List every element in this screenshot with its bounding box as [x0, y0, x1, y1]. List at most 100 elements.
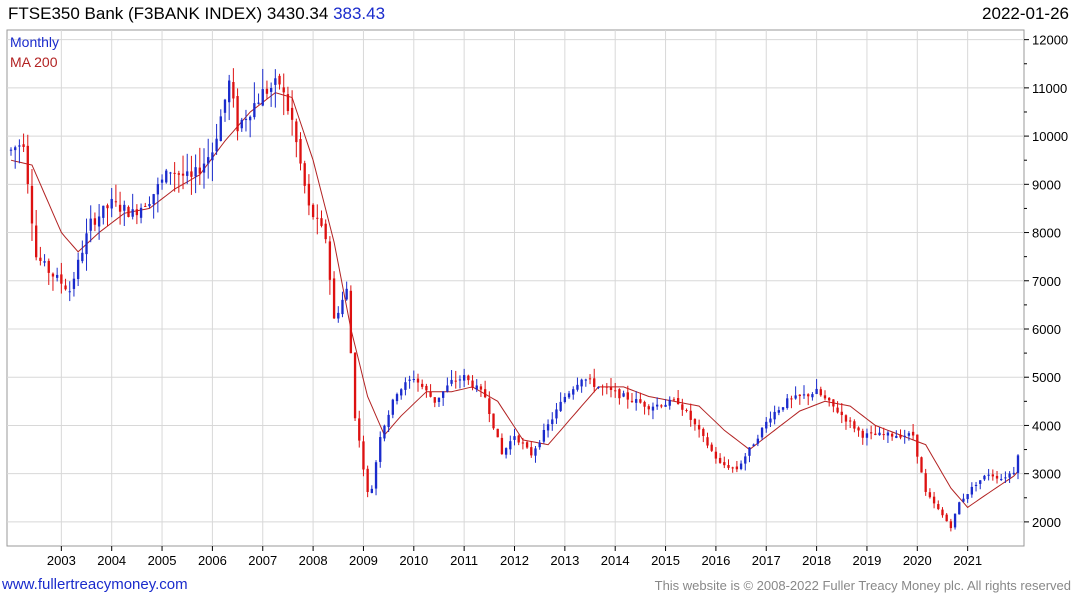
candle-body [995, 475, 999, 479]
y-tick-label: 6000 [1032, 322, 1061, 337]
candle-body [387, 414, 390, 428]
x-tick-label: 2007 [248, 553, 277, 568]
candle-body [328, 241, 332, 280]
candle-body [714, 451, 718, 459]
candle-body [316, 217, 319, 219]
candle-body [299, 138, 302, 164]
candle-body [194, 167, 197, 177]
candle-body [114, 201, 118, 203]
x-tick-label: 2006 [198, 553, 227, 568]
candle-body [43, 261, 46, 263]
candle-body [693, 419, 697, 425]
candle-body [987, 474, 990, 476]
candle-body [865, 433, 869, 438]
candle-body [681, 404, 684, 410]
candle-body [916, 434, 919, 457]
candle-body [517, 435, 520, 443]
x-tick-label: 2019 [852, 553, 881, 568]
candle-body [563, 396, 567, 402]
candle-body [488, 398, 491, 415]
candle-body [551, 419, 554, 425]
candle-body [391, 399, 394, 415]
candle-body [64, 285, 67, 290]
candle-body [51, 273, 55, 277]
candle-body [618, 389, 621, 399]
candle-body [622, 393, 625, 397]
candle-body [697, 424, 701, 430]
candle-body [660, 405, 663, 407]
candle-body [165, 170, 168, 183]
candle-body [332, 278, 336, 319]
candle-body [630, 400, 634, 402]
candle-body [416, 378, 420, 383]
candle-body [186, 171, 189, 176]
candle-body [81, 252, 84, 262]
candle-body [307, 183, 311, 206]
x-tick-label: 2018 [802, 553, 831, 568]
candle-body [240, 119, 243, 129]
candle-body [345, 288, 348, 300]
y-tick-label: 3000 [1032, 467, 1061, 482]
candle-body [1012, 472, 1015, 474]
candle-body [945, 514, 948, 522]
candle-body [614, 390, 617, 392]
candle-body [739, 463, 743, 469]
x-tick-label: 2010 [399, 553, 428, 568]
candle-body [244, 118, 248, 120]
candle-body [202, 163, 206, 173]
candle-body [639, 399, 642, 403]
x-tick-label: 2003 [47, 553, 76, 568]
candle-body [786, 398, 789, 408]
candle-body [1004, 477, 1007, 479]
candle-body [207, 157, 210, 164]
candle-body [802, 394, 806, 396]
candle-body [685, 410, 688, 412]
candle-body [169, 172, 172, 174]
x-tick-label: 2016 [701, 553, 730, 568]
price-change: 383.43 [333, 4, 386, 23]
candle-body [567, 393, 571, 398]
candle-body [127, 206, 130, 217]
candle-body [735, 466, 739, 470]
candle-body [609, 387, 613, 390]
candle-body [895, 435, 898, 438]
candle-body [970, 486, 974, 495]
candle-body [433, 397, 436, 403]
candle-body [467, 375, 470, 381]
candle-body [907, 433, 911, 436]
candle-body [500, 437, 504, 455]
candle-body [676, 398, 680, 405]
candle-body [135, 209, 139, 216]
candle-body [181, 173, 185, 176]
candle-body [991, 474, 994, 477]
candle-body [274, 78, 277, 85]
candle-body [727, 465, 730, 468]
candle-body [1008, 473, 1011, 478]
candle-body [177, 173, 180, 175]
candle-body [542, 429, 546, 442]
candle-body [123, 204, 126, 211]
x-tick-label: 2017 [752, 553, 781, 568]
candle-body [655, 404, 659, 407]
candle-body [849, 420, 852, 422]
candle-body [425, 385, 428, 391]
candle-body [353, 352, 357, 419]
candle-body [139, 207, 143, 218]
candle-body [93, 218, 97, 225]
candle-body [857, 427, 860, 431]
website-link[interactable]: www.fullertreacymoney.com [2, 576, 188, 593]
candle-body [437, 397, 441, 402]
candle-body [219, 116, 222, 141]
candle-body [22, 144, 25, 147]
candle-body [941, 509, 944, 516]
candle-body [798, 394, 801, 397]
candle-body [718, 457, 722, 463]
candle-body [958, 502, 961, 515]
candle-body [844, 415, 848, 422]
candle-body [68, 291, 71, 293]
x-tick-label: 2004 [97, 553, 126, 568]
candle-body [479, 386, 483, 390]
candle-body [790, 398, 793, 400]
candle-body [966, 494, 969, 500]
